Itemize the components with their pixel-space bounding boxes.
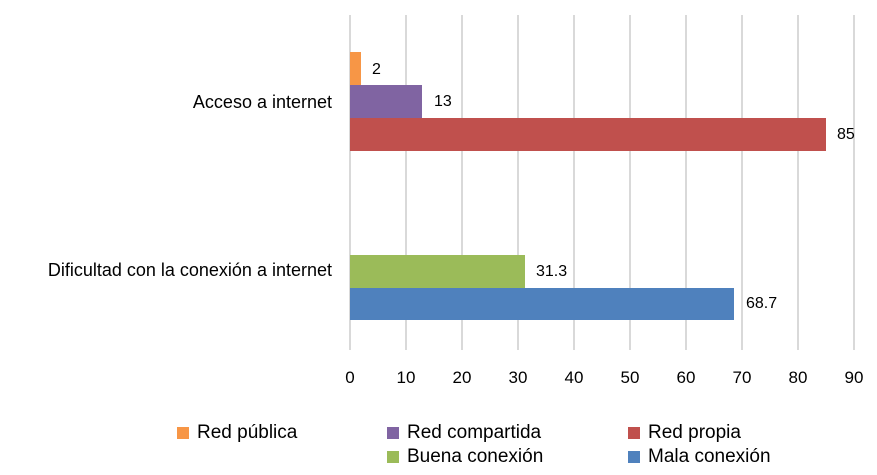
gridline-30	[517, 15, 519, 350]
gridline-70	[741, 15, 743, 350]
x-tick: 90	[844, 368, 864, 387]
bar-buena-conexion	[350, 255, 525, 288]
legend-swatch-icon	[628, 451, 640, 463]
legend-item: Buena conexión	[387, 446, 543, 468]
bar-red-publica	[350, 52, 361, 85]
data-label: 13	[434, 93, 452, 110]
category-label: Acceso a internet	[192, 92, 332, 112]
gridline-0	[349, 15, 351, 350]
x-tick: 0	[345, 368, 355, 387]
legend-item: Red compartida	[387, 422, 541, 444]
gridline-50	[629, 15, 631, 350]
x-tick: 70	[732, 368, 752, 387]
gridline-80	[797, 15, 799, 350]
data-label: 2	[372, 61, 381, 78]
x-tick: 40	[564, 368, 584, 387]
legend-swatch-icon	[628, 427, 640, 439]
x-tick: 60	[676, 368, 696, 387]
legend-item: Mala conexión	[628, 446, 771, 468]
gridline-10	[405, 15, 407, 350]
legend-swatch-icon	[387, 427, 399, 439]
x-tick: 20	[452, 368, 472, 387]
data-label: 31.3	[536, 263, 568, 280]
category-label: Dificultad con la conexión a internet	[47, 260, 332, 280]
gridline-60	[685, 15, 687, 350]
bar-mala-conexion	[350, 288, 734, 320]
legend-swatch-icon	[387, 451, 399, 463]
x-tick: 30	[508, 368, 528, 387]
gridline-20	[461, 15, 463, 350]
data-label: 85	[837, 126, 855, 143]
legend-swatch-icon	[177, 427, 189, 439]
legend-item: Red propia	[628, 422, 741, 444]
x-tick: 10	[396, 368, 416, 387]
bar-red-compartida	[350, 85, 422, 118]
bar-red-propia	[350, 118, 826, 151]
x-tick: 80	[788, 368, 808, 387]
legend-item: Red pública	[177, 422, 297, 444]
x-tick: 50	[620, 368, 640, 387]
gridline-40	[573, 15, 575, 350]
gridline-90	[853, 15, 855, 350]
data-label: 68.7	[746, 295, 778, 312]
